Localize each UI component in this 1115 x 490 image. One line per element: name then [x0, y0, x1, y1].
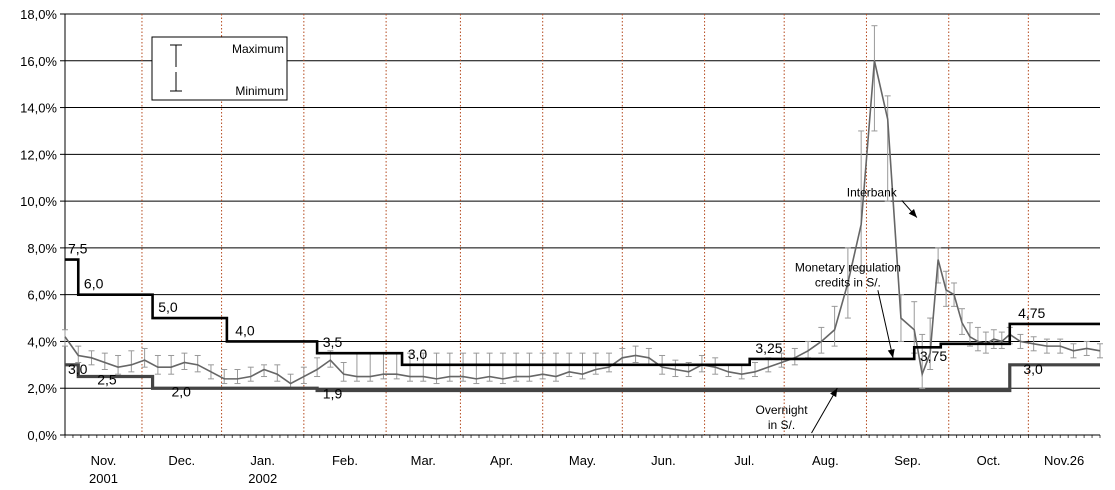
y-tick-label: 10,0%	[20, 194, 57, 209]
step-value-label: 3,0	[68, 361, 88, 377]
annotation-arrowhead	[887, 348, 895, 358]
legend-min-label: Minimum	[235, 84, 284, 98]
step-value-label: 3,25	[755, 340, 782, 356]
x-month-label: Sep.	[894, 453, 921, 468]
y-tick-label: 2,0%	[27, 381, 57, 396]
overnight-step-line	[65, 363, 1100, 393]
step-value-label: 1,9	[323, 386, 343, 402]
step-value-label: 4,0	[235, 322, 255, 338]
y-tick-label: 18,0%	[20, 7, 57, 22]
x-month-label: Aug.	[812, 453, 839, 468]
annotation-label: Monetary regulation	[795, 260, 901, 274]
step-value-label: 3,0	[1023, 361, 1043, 377]
annotation-label: Interbank	[847, 185, 898, 199]
x-month-label: Jan.	[250, 453, 275, 468]
annotation-arrowhead	[908, 208, 917, 218]
step-value-label: 2,5	[97, 372, 117, 388]
x-month-label: May.	[569, 453, 596, 468]
step-value-label: 6,0	[84, 276, 104, 292]
step-value-label: 3,75	[920, 348, 947, 364]
x-month-label: Apr.	[490, 453, 513, 468]
y-tick-label: 8,0%	[27, 241, 57, 256]
y-tick-label: 16,0%	[20, 54, 57, 69]
step-value-label: 5,0	[158, 299, 178, 315]
step-value-label: 2,0	[172, 383, 192, 399]
y-tick-label: 6,0%	[27, 288, 57, 303]
x-year-label: 2002	[248, 471, 277, 486]
annotation-label: credits in S/.	[815, 275, 881, 289]
x-month-label: Feb.	[332, 453, 358, 468]
legend-max-label: Maximum	[232, 42, 284, 56]
step-value-labels: 7,5 6,0 5,0 4,0 3,5 3,0 3,25 3,75 4,75 3,0 2,5 2,0 1…	[68, 241, 1046, 402]
axes: 0,0% 2,0% 4,0% 6,0% 8,0% 10,0% 12,0% 14,0% 16,0%…	[20, 7, 1101, 486]
annotation-label: Overnight	[756, 403, 809, 417]
step-value-label: 3,0	[408, 346, 428, 362]
series-lines	[64, 60, 1101, 393]
legend: Maximum Minimum	[151, 36, 288, 101]
annotation-arrow	[811, 387, 838, 434]
y-tick-label: 0,0%	[27, 428, 57, 443]
annotation-arrow	[877, 290, 894, 358]
x-month-label: Jun.	[651, 453, 676, 468]
x-month-label: Mar.	[411, 453, 436, 468]
step-value-label: 7,5	[68, 241, 88, 257]
x-month-label: Nov.26	[1044, 453, 1084, 468]
x-month-label: Oct.	[977, 453, 1001, 468]
monetary-credit-step-line	[65, 258, 1100, 367]
x-month-label: Nov.	[91, 453, 117, 468]
interbank-line	[64, 60, 1101, 385]
annotation-label: in S/.	[768, 418, 795, 432]
x-month-label: Jul.	[734, 453, 754, 468]
y-tick-label: 14,0%	[20, 101, 57, 116]
step-value-label: 4,75	[1018, 305, 1045, 321]
y-tick-label: 4,0%	[27, 334, 57, 349]
x-month-label: Dec.	[168, 453, 195, 468]
legend-box	[151, 36, 288, 101]
x-year-label: 2001	[89, 471, 118, 486]
step-value-label: 3,5	[323, 334, 343, 350]
annotation-arrowhead	[830, 388, 838, 398]
y-tick-label: 12,0%	[20, 147, 57, 162]
